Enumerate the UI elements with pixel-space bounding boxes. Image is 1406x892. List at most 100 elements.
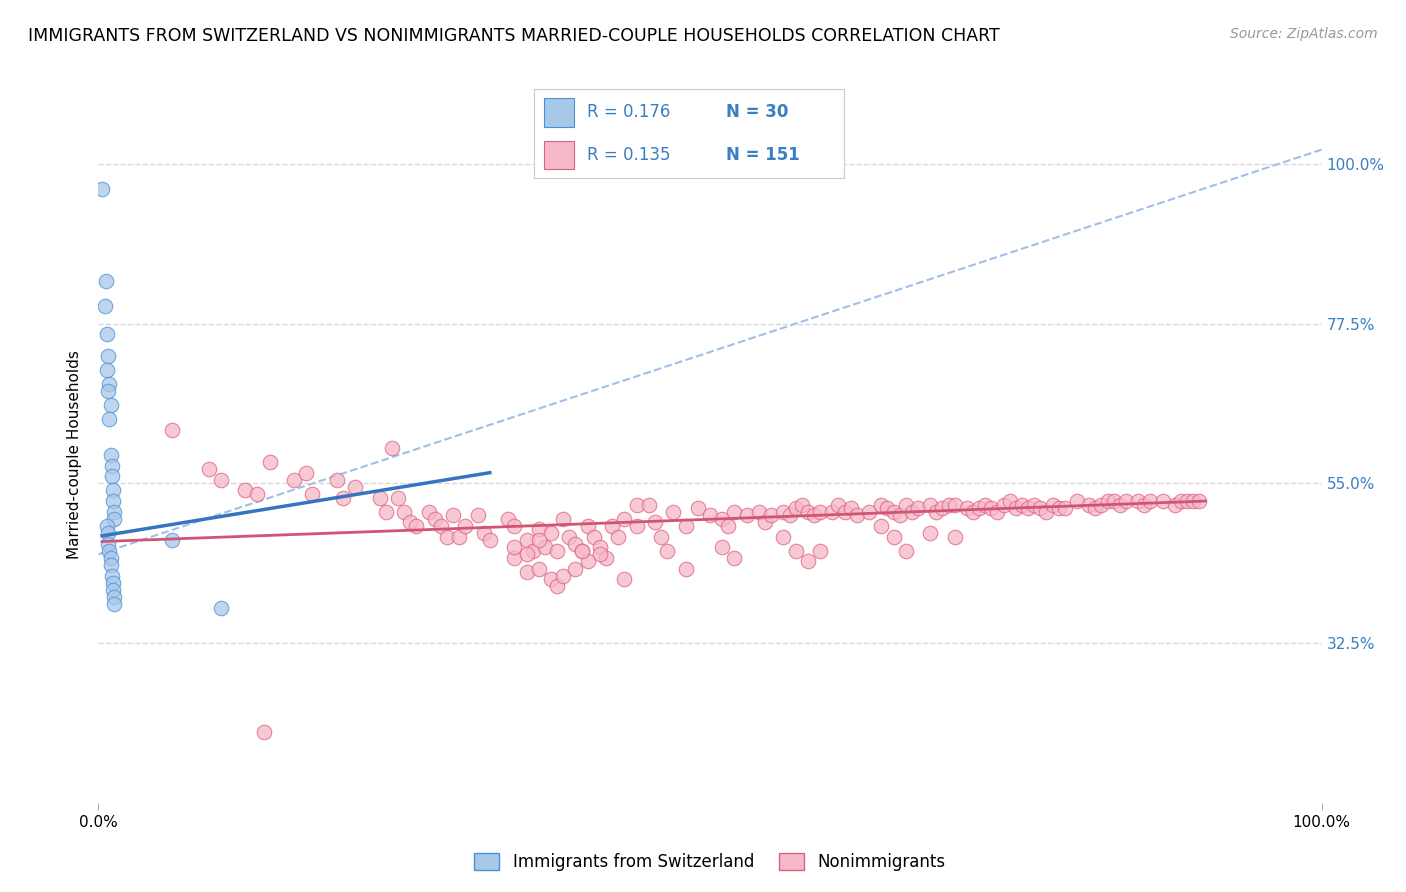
Bar xyxy=(544,98,575,127)
Point xyxy=(998,494,1021,508)
Point xyxy=(845,508,868,523)
Point xyxy=(295,466,318,480)
Point xyxy=(515,565,537,579)
Point xyxy=(638,498,661,512)
Point xyxy=(723,505,745,519)
Point xyxy=(558,530,581,544)
Point xyxy=(423,512,446,526)
Text: Source: ZipAtlas.com: Source: ZipAtlas.com xyxy=(1230,27,1378,41)
Point xyxy=(600,519,623,533)
Text: N = 30: N = 30 xyxy=(725,103,789,121)
Point xyxy=(283,473,305,487)
Point xyxy=(686,501,709,516)
Point xyxy=(582,530,605,544)
Point xyxy=(589,540,612,554)
Bar xyxy=(544,141,575,169)
Point xyxy=(834,505,856,519)
Point xyxy=(101,582,124,597)
Point xyxy=(1090,498,1112,512)
Point xyxy=(101,494,124,508)
Point xyxy=(1084,501,1107,516)
Point xyxy=(387,491,409,505)
Point xyxy=(103,597,125,611)
Point xyxy=(546,579,568,593)
Point xyxy=(754,516,776,530)
Point xyxy=(779,508,801,523)
Point xyxy=(931,501,953,516)
Point xyxy=(103,505,125,519)
Point xyxy=(101,483,124,498)
Point xyxy=(876,501,898,516)
Point xyxy=(889,508,911,523)
Point xyxy=(626,519,648,533)
Point xyxy=(657,543,679,558)
Point xyxy=(430,519,453,533)
Point xyxy=(956,501,979,516)
Point xyxy=(527,561,550,575)
Point xyxy=(101,458,124,473)
Point xyxy=(699,508,721,523)
Point xyxy=(748,505,770,519)
Point xyxy=(1004,501,1026,516)
Point xyxy=(472,526,495,541)
Point xyxy=(962,505,984,519)
Point xyxy=(418,505,440,519)
Point xyxy=(785,543,807,558)
Point xyxy=(883,505,905,519)
Point xyxy=(392,505,416,519)
Point xyxy=(1053,501,1076,516)
Point xyxy=(1097,494,1119,508)
Point xyxy=(564,536,586,550)
Point xyxy=(94,274,117,288)
Point xyxy=(101,469,124,483)
Point xyxy=(436,530,458,544)
Point xyxy=(907,501,929,516)
Point xyxy=(259,455,281,469)
Point xyxy=(1164,498,1187,512)
Point xyxy=(503,519,526,533)
Point xyxy=(527,523,550,537)
Point xyxy=(515,547,537,561)
Point xyxy=(870,498,893,512)
Point xyxy=(938,498,960,512)
Point xyxy=(1035,505,1057,519)
Point xyxy=(1042,498,1064,512)
Text: IMMIGRANTS FROM SWITZERLAND VS NONIMMIGRANTS MARRIED-COUPLE HOUSEHOLDS CORRELATI: IMMIGRANTS FROM SWITZERLAND VS NONIMMIGR… xyxy=(28,27,1000,45)
Point xyxy=(1017,501,1039,516)
Text: R = 0.176: R = 0.176 xyxy=(586,103,671,121)
Point xyxy=(613,572,636,586)
Point xyxy=(101,568,124,582)
Point xyxy=(797,554,820,568)
Point xyxy=(1011,498,1033,512)
Point xyxy=(1170,494,1192,508)
Point xyxy=(1139,494,1161,508)
Point xyxy=(97,536,120,550)
Point xyxy=(1047,501,1070,516)
Point xyxy=(894,543,917,558)
Point xyxy=(839,501,862,516)
Point xyxy=(790,498,813,512)
Y-axis label: Married-couple Households: Married-couple Households xyxy=(67,351,83,559)
Point xyxy=(675,561,697,575)
Point xyxy=(381,441,404,455)
Point xyxy=(993,498,1015,512)
Point xyxy=(100,448,122,462)
Point xyxy=(650,530,672,544)
Point xyxy=(209,473,232,487)
Point xyxy=(503,540,526,554)
Point xyxy=(1128,494,1150,508)
Point xyxy=(100,550,122,565)
Point xyxy=(197,462,219,476)
Point xyxy=(595,550,617,565)
Point xyxy=(160,423,183,437)
Point xyxy=(870,519,893,533)
Point xyxy=(785,501,807,516)
Point xyxy=(894,498,917,512)
Point xyxy=(986,505,1008,519)
Point xyxy=(974,498,997,512)
Point xyxy=(301,487,323,501)
Point xyxy=(901,505,924,519)
Point xyxy=(626,498,648,512)
Point xyxy=(967,501,990,516)
Legend: Immigrants from Switzerland, Nonimmigrants: Immigrants from Switzerland, Nonimmigran… xyxy=(468,847,952,878)
